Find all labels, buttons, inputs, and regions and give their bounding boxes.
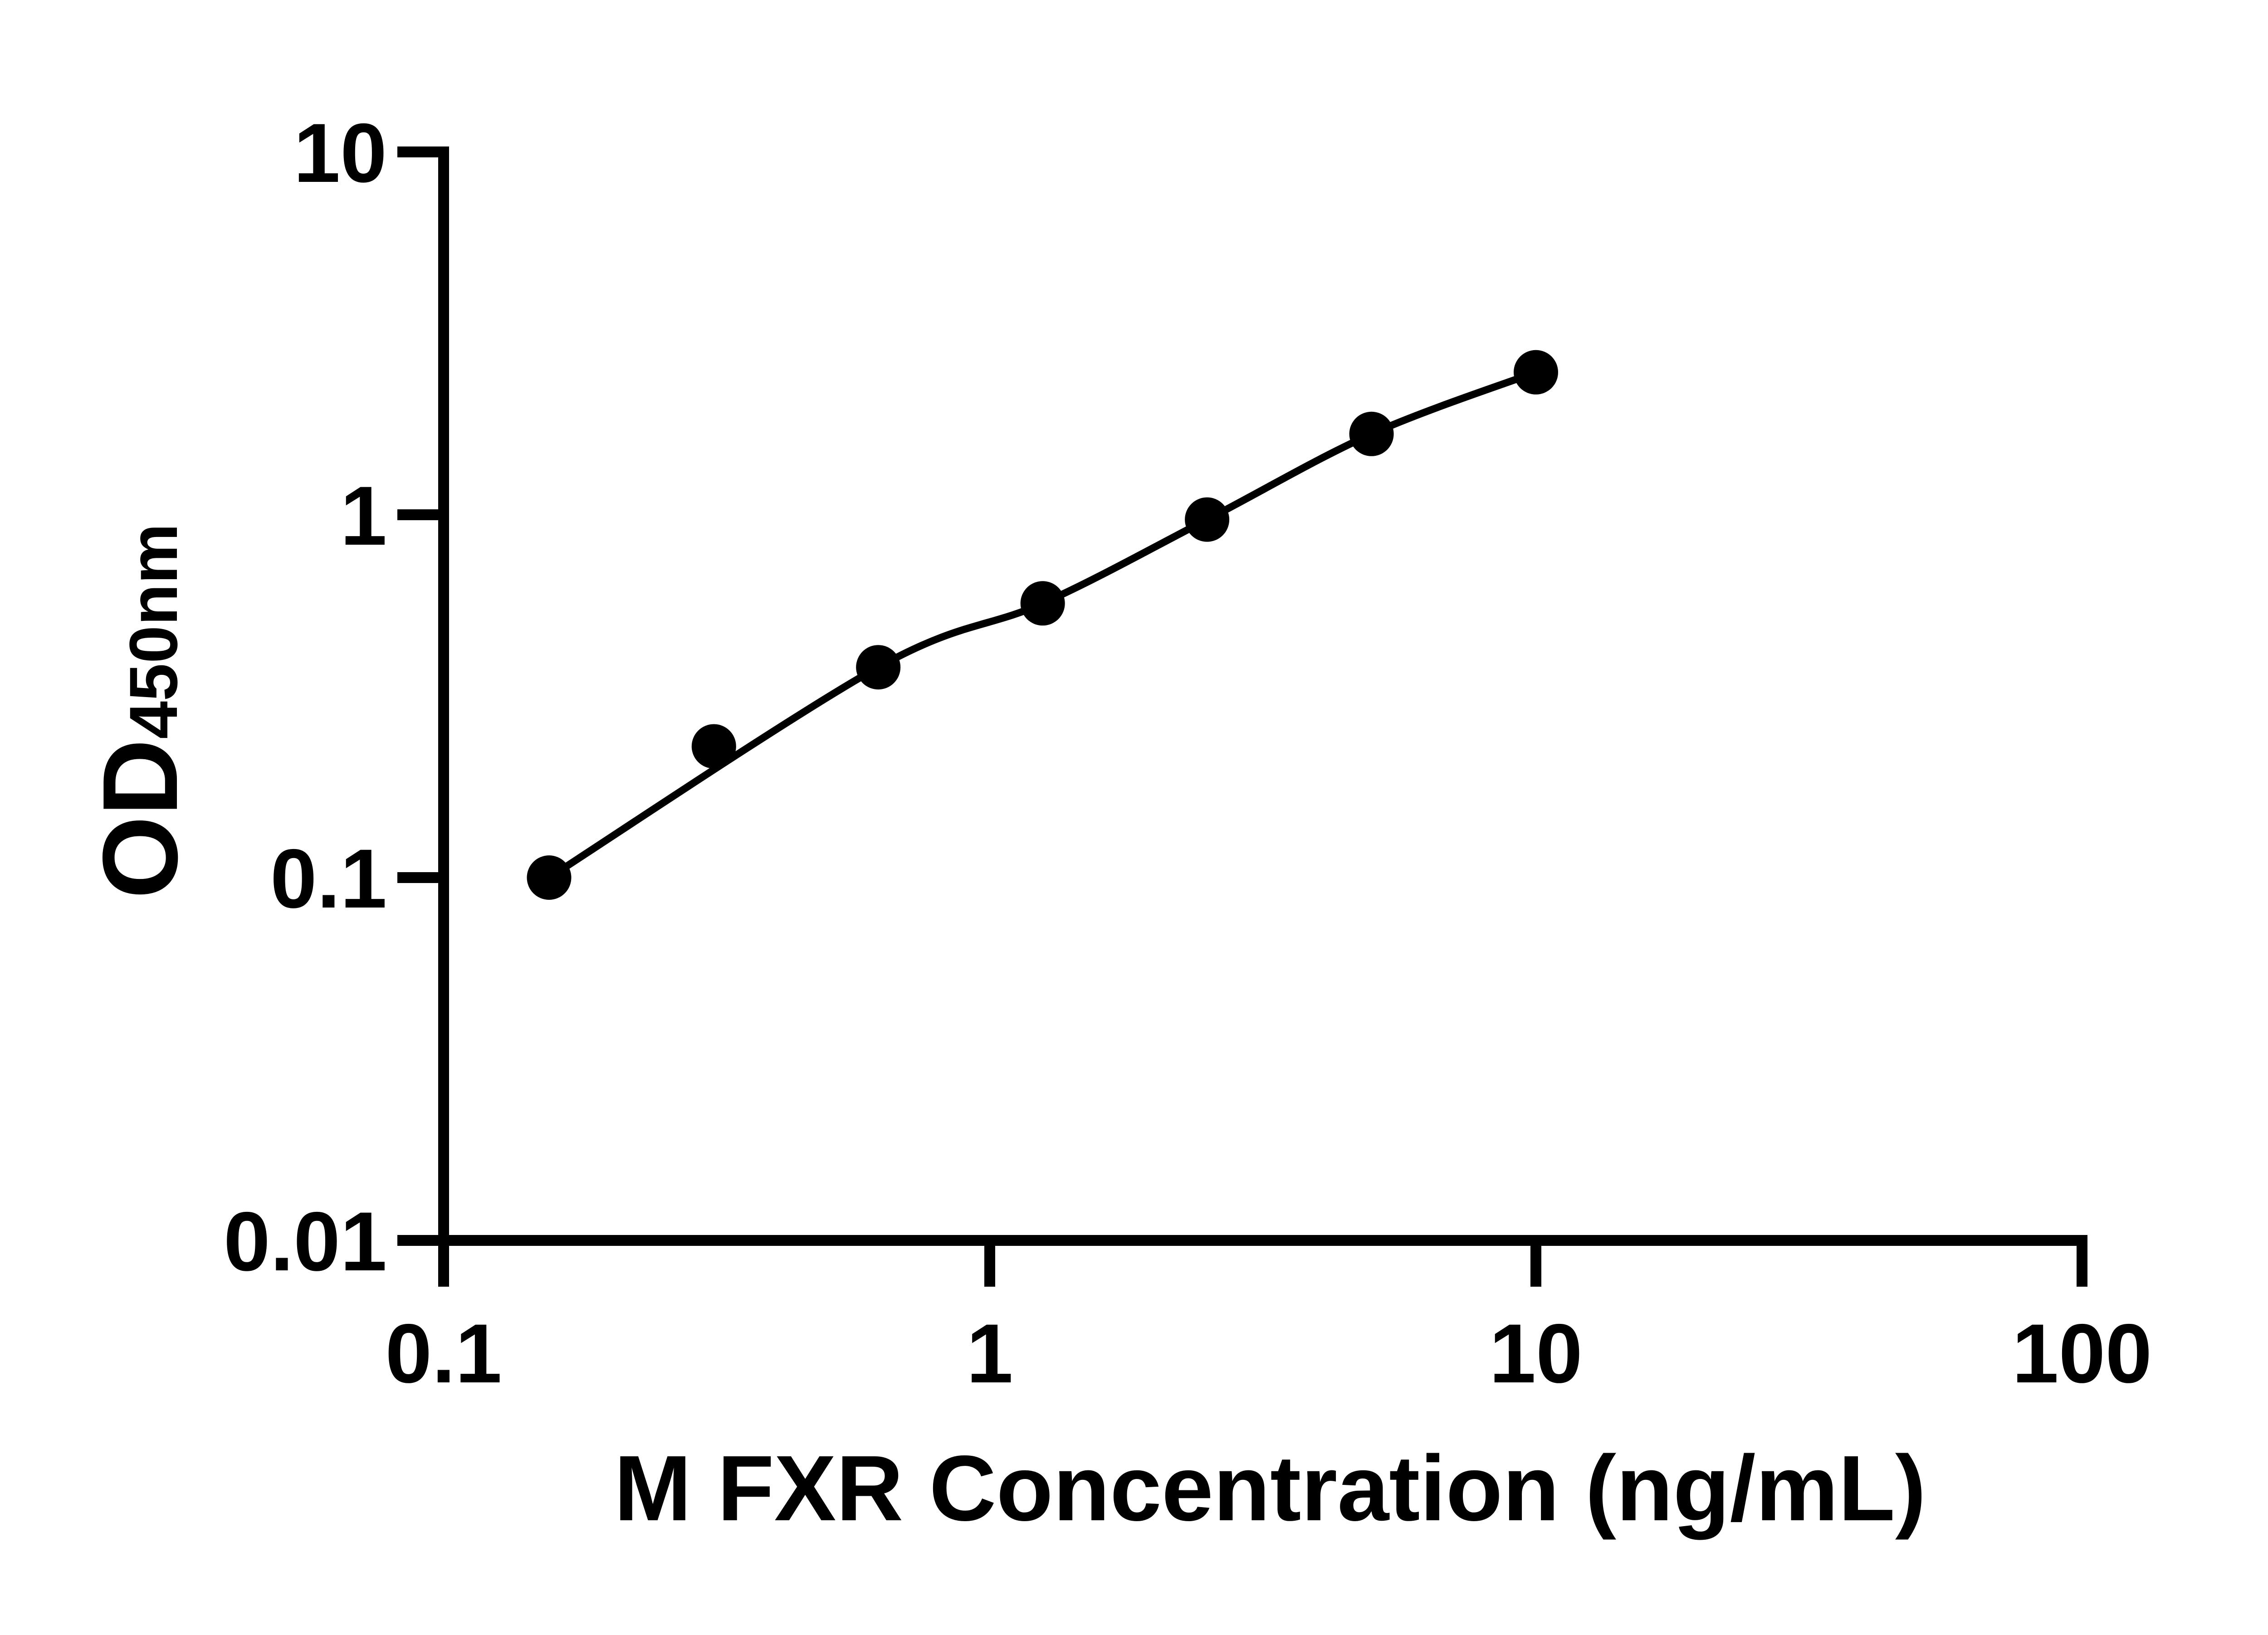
y-axis-title: OD450nm: [80, 523, 200, 899]
x-tick-label-0.1: 0.1: [385, 1307, 502, 1401]
data-point: [1349, 411, 1394, 456]
y-tick-label-10: 10: [293, 107, 387, 200]
x-tick-label-1: 1: [967, 1307, 1013, 1401]
data-point: [856, 645, 901, 690]
y-axis-title-main: OD: [80, 739, 200, 899]
y-tick-label-0.1: 0.1: [270, 832, 387, 926]
data-point: [691, 724, 736, 769]
y-tick-label-1: 1: [340, 469, 387, 563]
data-point: [1514, 350, 1558, 395]
y-tick-label-0.01: 0.01: [224, 1195, 387, 1288]
y-axis-title-subscript: 450nm: [115, 523, 191, 739]
x-tick-label-100: 100: [2012, 1307, 2152, 1401]
data-point: [1020, 581, 1065, 626]
x-tick-label-10: 10: [1489, 1307, 1583, 1401]
data-point: [527, 855, 572, 900]
x-axis-title: M FXR Concentration (ng/mL): [614, 1436, 1926, 1540]
data-point: [1185, 497, 1230, 542]
